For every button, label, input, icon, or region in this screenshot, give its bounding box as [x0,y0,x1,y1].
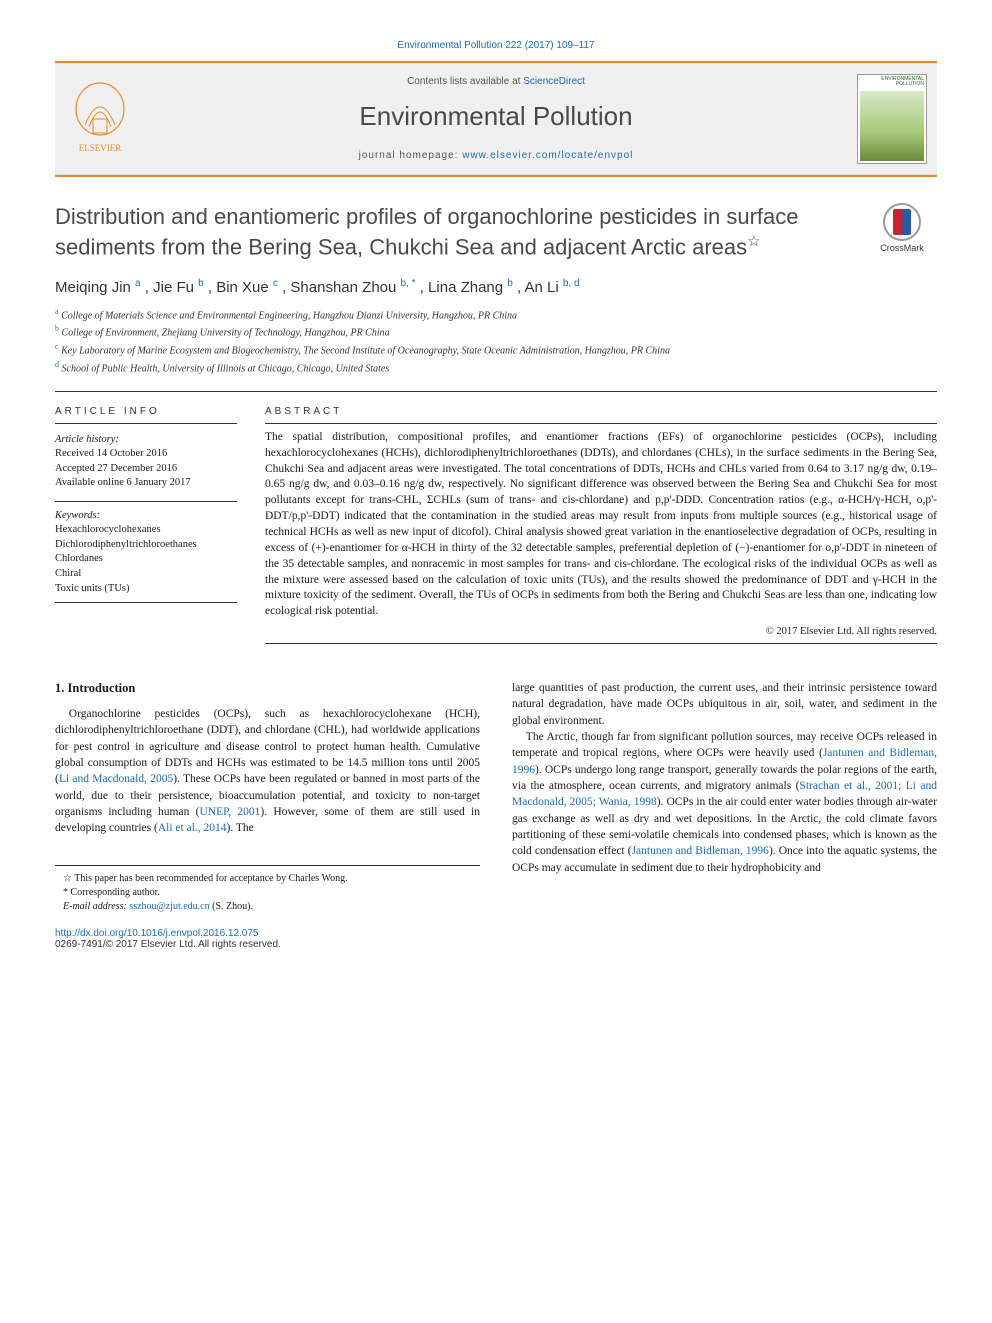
abstract: ABSTRACT The spatial distribution, compo… [265,406,937,644]
section-rule [55,391,937,392]
journal-cover-caption: ENVIRONMENTAL POLLUTION [858,75,926,89]
author-5-affil: b [507,278,513,289]
author-3-affil: c [273,278,278,289]
author-2-affil: b [198,278,204,289]
author-1-affil: a [135,278,141,289]
affiliation-a: a College of Materials Science and Envir… [55,306,937,324]
keyword-4: Chiral [55,567,237,582]
journal-cover-thumbnail: ENVIRONMENTAL POLLUTION [857,74,927,164]
footnote-star: ☆ This paper has been recommended for ac… [55,872,480,886]
homepage-prefix: journal homepage: [359,150,463,161]
footnote-email-label: E-mail address: [63,901,129,912]
article-title: Distribution and enantiomeric profiles o… [55,203,849,262]
citation-ali-2014[interactable]: Ali et al., 2014 [158,822,227,834]
intro-para-2: The Arctic, though far from significant … [512,729,937,876]
journal-homepage-link[interactable]: www.elsevier.com/locate/envpol [462,150,633,161]
section-heading-intro: 1. Introduction [55,680,480,698]
affiliations: a College of Materials Science and Envir… [55,306,937,377]
author-1: Meiqing Jin [55,279,135,296]
intro-para-1-cont: large quantities of past production, the… [512,680,937,729]
column-left: 1. Introduction Organochlorine pesticide… [55,680,480,913]
contents-prefix: Contents lists available at [407,76,523,87]
publisher-logo-slot: ELSEVIER [55,64,145,174]
crossmark-badge[interactable]: CrossMark [867,203,937,262]
doi-link[interactable]: http://dx.doi.org/10.1016/j.envpol.2016.… [55,928,259,939]
keyword-3: Chlordanes [55,552,237,567]
journal-name: Environmental Pollution [155,101,837,132]
journal-cover-slot: ENVIRONMENTAL POLLUTION [847,64,937,174]
svg-text:ELSEVIER: ELSEVIER [79,143,122,153]
keyword-1: Hexachlorocyclohexanes [55,523,237,538]
author-6-affil: b, d [563,278,580,289]
elsevier-logo: ELSEVIER [65,79,135,159]
authors-line: Meiqing Jin a , Jie Fu b , Bin Xue c , S… [55,278,937,296]
keyword-2: Dichlorodiphenyltrichloroethanes [55,538,237,553]
article-info-inner-rule [55,501,237,502]
author-2: , Jie Fu [145,279,198,296]
author-6: , An Li [517,279,563,296]
abstract-heading: ABSTRACT [265,406,937,417]
article-title-text: Distribution and enantiomeric profiles o… [55,204,799,259]
bottom-rule-orange [55,175,937,177]
keywords-label: Keywords: [55,510,237,521]
affiliation-d: d School of Public Health, University of… [55,359,937,377]
author-4: , Shanshan Zhou [282,279,400,296]
author-4-affil: b, * [401,278,416,289]
journal-header: ELSEVIER Contents lists available at Sci… [55,63,937,175]
journal-homepage-line: journal homepage: www.elsevier.com/locat… [155,150,837,161]
abstract-copyright: © 2017 Elsevier Ltd. All rights reserved… [265,626,937,644]
contents-lists-line: Contents lists available at ScienceDirec… [155,76,837,87]
citation-unep-2001[interactable]: UNEP, 2001 [199,806,260,818]
intro-para-1: Organochlorine pesticides (OCPs), such a… [55,706,480,837]
author-5: , Lina Zhang [420,279,508,296]
footnote-email-suffix: (S. Zhou). [210,901,253,912]
affiliation-c: c Key Laboratory of Marine Ecosystem and… [55,341,937,359]
article-history-label: Article history: [55,434,237,445]
citation-jantunen-bidleman-1996b[interactable]: Jantunen and Bidleman, 1996 [632,845,769,857]
crossmark-icon [883,203,921,241]
title-footnote-star: ☆ [747,233,760,250]
body-two-column: 1. Introduction Organochlorine pesticide… [55,680,937,913]
citation-li-macdonald-2005[interactable]: Li and Macdonald, 2005 [59,773,173,785]
affiliation-b: b College of Environment, Zhejiang Unive… [55,323,937,341]
crossmark-label: CrossMark [880,243,924,253]
article-accepted: Accepted 27 December 2016 [55,462,237,477]
article-info: ARTICLE INFO Article history: Received 1… [55,406,265,644]
author-3: , Bin Xue [208,279,273,296]
article-received: Received 14 October 2016 [55,447,237,462]
article-info-heading: ARTICLE INFO [55,406,237,417]
keyword-5: Toxic units (TUs) [55,582,237,597]
footnote-email-link[interactable]: sszhou@zjut.edu.cn [129,901,209,912]
footnote-corresponding: * Corresponding author. [55,886,480,900]
footnotes: ☆ This paper has been recommended for ac… [55,865,480,914]
abstract-text: The spatial distribution, compositional … [265,423,937,620]
corresponding-marker: * [412,278,416,289]
footnote-email: E-mail address: sszhou@zjut.edu.cn (S. Z… [55,900,480,914]
running-head: Environmental Pollution 222 (2017) 109–1… [55,40,937,51]
column-right: large quantities of past production, the… [512,680,937,913]
sciencedirect-link[interactable]: ScienceDirect [523,76,585,87]
article-info-bottom-rule [55,602,237,603]
journal-cover-image [860,91,924,161]
issn-copyright-line: 0269-7491/© 2017 Elsevier Ltd. All right… [55,939,937,950]
article-online: Available online 6 January 2017 [55,476,237,491]
page-footer: http://dx.doi.org/10.1016/j.envpol.2016.… [55,928,937,950]
